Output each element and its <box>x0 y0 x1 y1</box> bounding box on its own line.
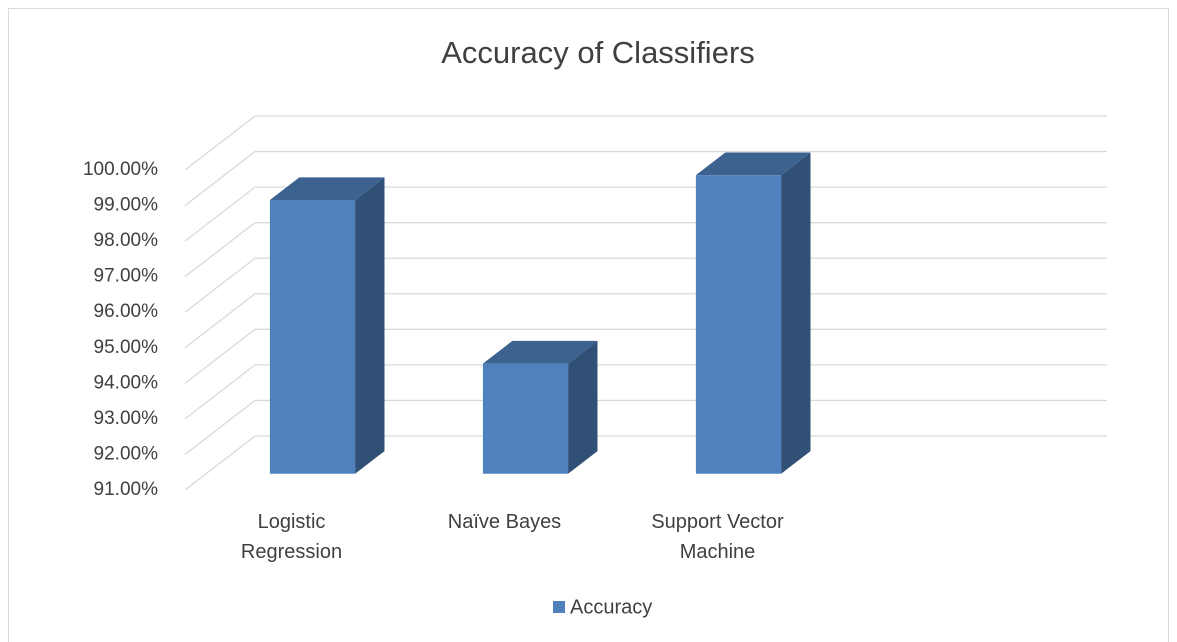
bar-top <box>269 177 385 201</box>
y-tick-label: 93.00% <box>94 408 159 429</box>
x-tick-label: Support Vector Machine <box>651 511 784 563</box>
y-tick-label: 97.00% <box>94 266 159 287</box>
y-tick-label: 94.00% <box>94 372 159 393</box>
legend-label: Accuracy <box>570 596 652 618</box>
y-tick-label: 95.00% <box>94 337 159 358</box>
bar-side <box>568 340 598 474</box>
grid-line <box>184 115 1107 171</box>
bar-top <box>695 152 811 176</box>
bar <box>269 200 356 474</box>
grid-line <box>184 222 1107 278</box>
y-tick-label: 92.00% <box>94 443 159 464</box>
grid-line <box>184 328 1107 384</box>
grid-line <box>184 257 1107 313</box>
grid-line <box>184 364 1107 420</box>
y-tick-label: 100.00% <box>83 159 158 180</box>
grid-line <box>184 399 1107 455</box>
x-tick-label: Naïve Bayes <box>447 511 562 533</box>
bar-top <box>482 340 598 364</box>
y-tick-label: 98.00% <box>94 230 159 251</box>
grid-line <box>184 150 1107 207</box>
bar <box>695 175 782 474</box>
x-tick-label: Logistic Regression <box>240 511 343 563</box>
grid-line <box>184 186 1107 242</box>
bar-side <box>781 152 811 474</box>
y-tick-label: 96.00% <box>94 301 159 322</box>
bar-side <box>355 177 385 474</box>
legend-swatch <box>553 601 565 613</box>
grid-line <box>184 293 1107 349</box>
chart-title: Accuracy of Classifiers <box>441 35 755 70</box>
y-tick-label: 99.00% <box>94 195 159 216</box>
y-tick-label: 91.00% <box>94 479 159 500</box>
bar <box>482 363 569 474</box>
grid-line <box>184 435 1107 491</box>
chart-frame <box>8 8 1169 642</box>
